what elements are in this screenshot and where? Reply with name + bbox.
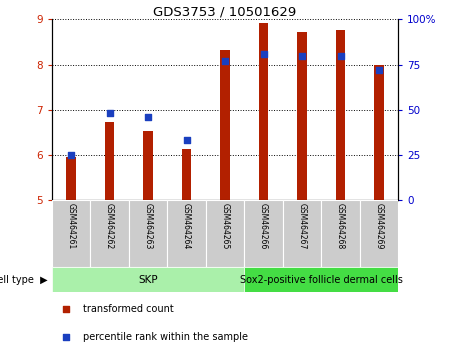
Bar: [360, 200, 398, 267]
Text: Sox2-positive follicle dermal cells: Sox2-positive follicle dermal cells: [240, 275, 403, 285]
Bar: [374, 64, 384, 200]
Text: GSM464268: GSM464268: [336, 203, 345, 249]
Bar: [244, 267, 398, 292]
Text: percentile rank within the sample: percentile rank within the sample: [83, 332, 248, 342]
Text: GSM464265: GSM464265: [220, 203, 230, 249]
Text: cell type  ▶: cell type ▶: [0, 275, 47, 285]
Text: GSM464261: GSM464261: [67, 203, 76, 249]
Point: [106, 110, 113, 116]
Bar: [220, 50, 230, 200]
Bar: [143, 131, 153, 200]
Bar: [182, 149, 191, 200]
Text: GSM464262: GSM464262: [105, 203, 114, 249]
Point: [298, 53, 306, 58]
Point: [183, 138, 190, 143]
Text: GSM464269: GSM464269: [374, 203, 383, 249]
Point: [62, 334, 69, 339]
Bar: [129, 200, 167, 267]
Point: [144, 114, 152, 120]
Point: [260, 51, 267, 57]
Bar: [90, 200, 129, 267]
Bar: [52, 200, 90, 267]
Bar: [259, 23, 268, 200]
Bar: [244, 200, 283, 267]
Bar: [297, 32, 307, 200]
Text: transformed count: transformed count: [83, 304, 174, 314]
Bar: [167, 200, 206, 267]
Text: SKP: SKP: [138, 275, 158, 285]
Bar: [206, 200, 244, 267]
Point: [337, 53, 344, 58]
Point: [221, 58, 229, 64]
Bar: [52, 267, 244, 292]
Bar: [105, 122, 114, 200]
Point: [68, 152, 75, 158]
Bar: [321, 200, 360, 267]
Text: GSM464263: GSM464263: [144, 203, 153, 249]
Text: GSM464266: GSM464266: [259, 203, 268, 249]
Bar: [66, 157, 76, 200]
Text: GSM464264: GSM464264: [182, 203, 191, 249]
Point: [375, 67, 382, 73]
Text: GSM464267: GSM464267: [297, 203, 306, 249]
Title: GDS3753 / 10501629: GDS3753 / 10501629: [153, 5, 297, 18]
Bar: [336, 30, 345, 200]
Bar: [283, 200, 321, 267]
Point: [62, 307, 69, 312]
